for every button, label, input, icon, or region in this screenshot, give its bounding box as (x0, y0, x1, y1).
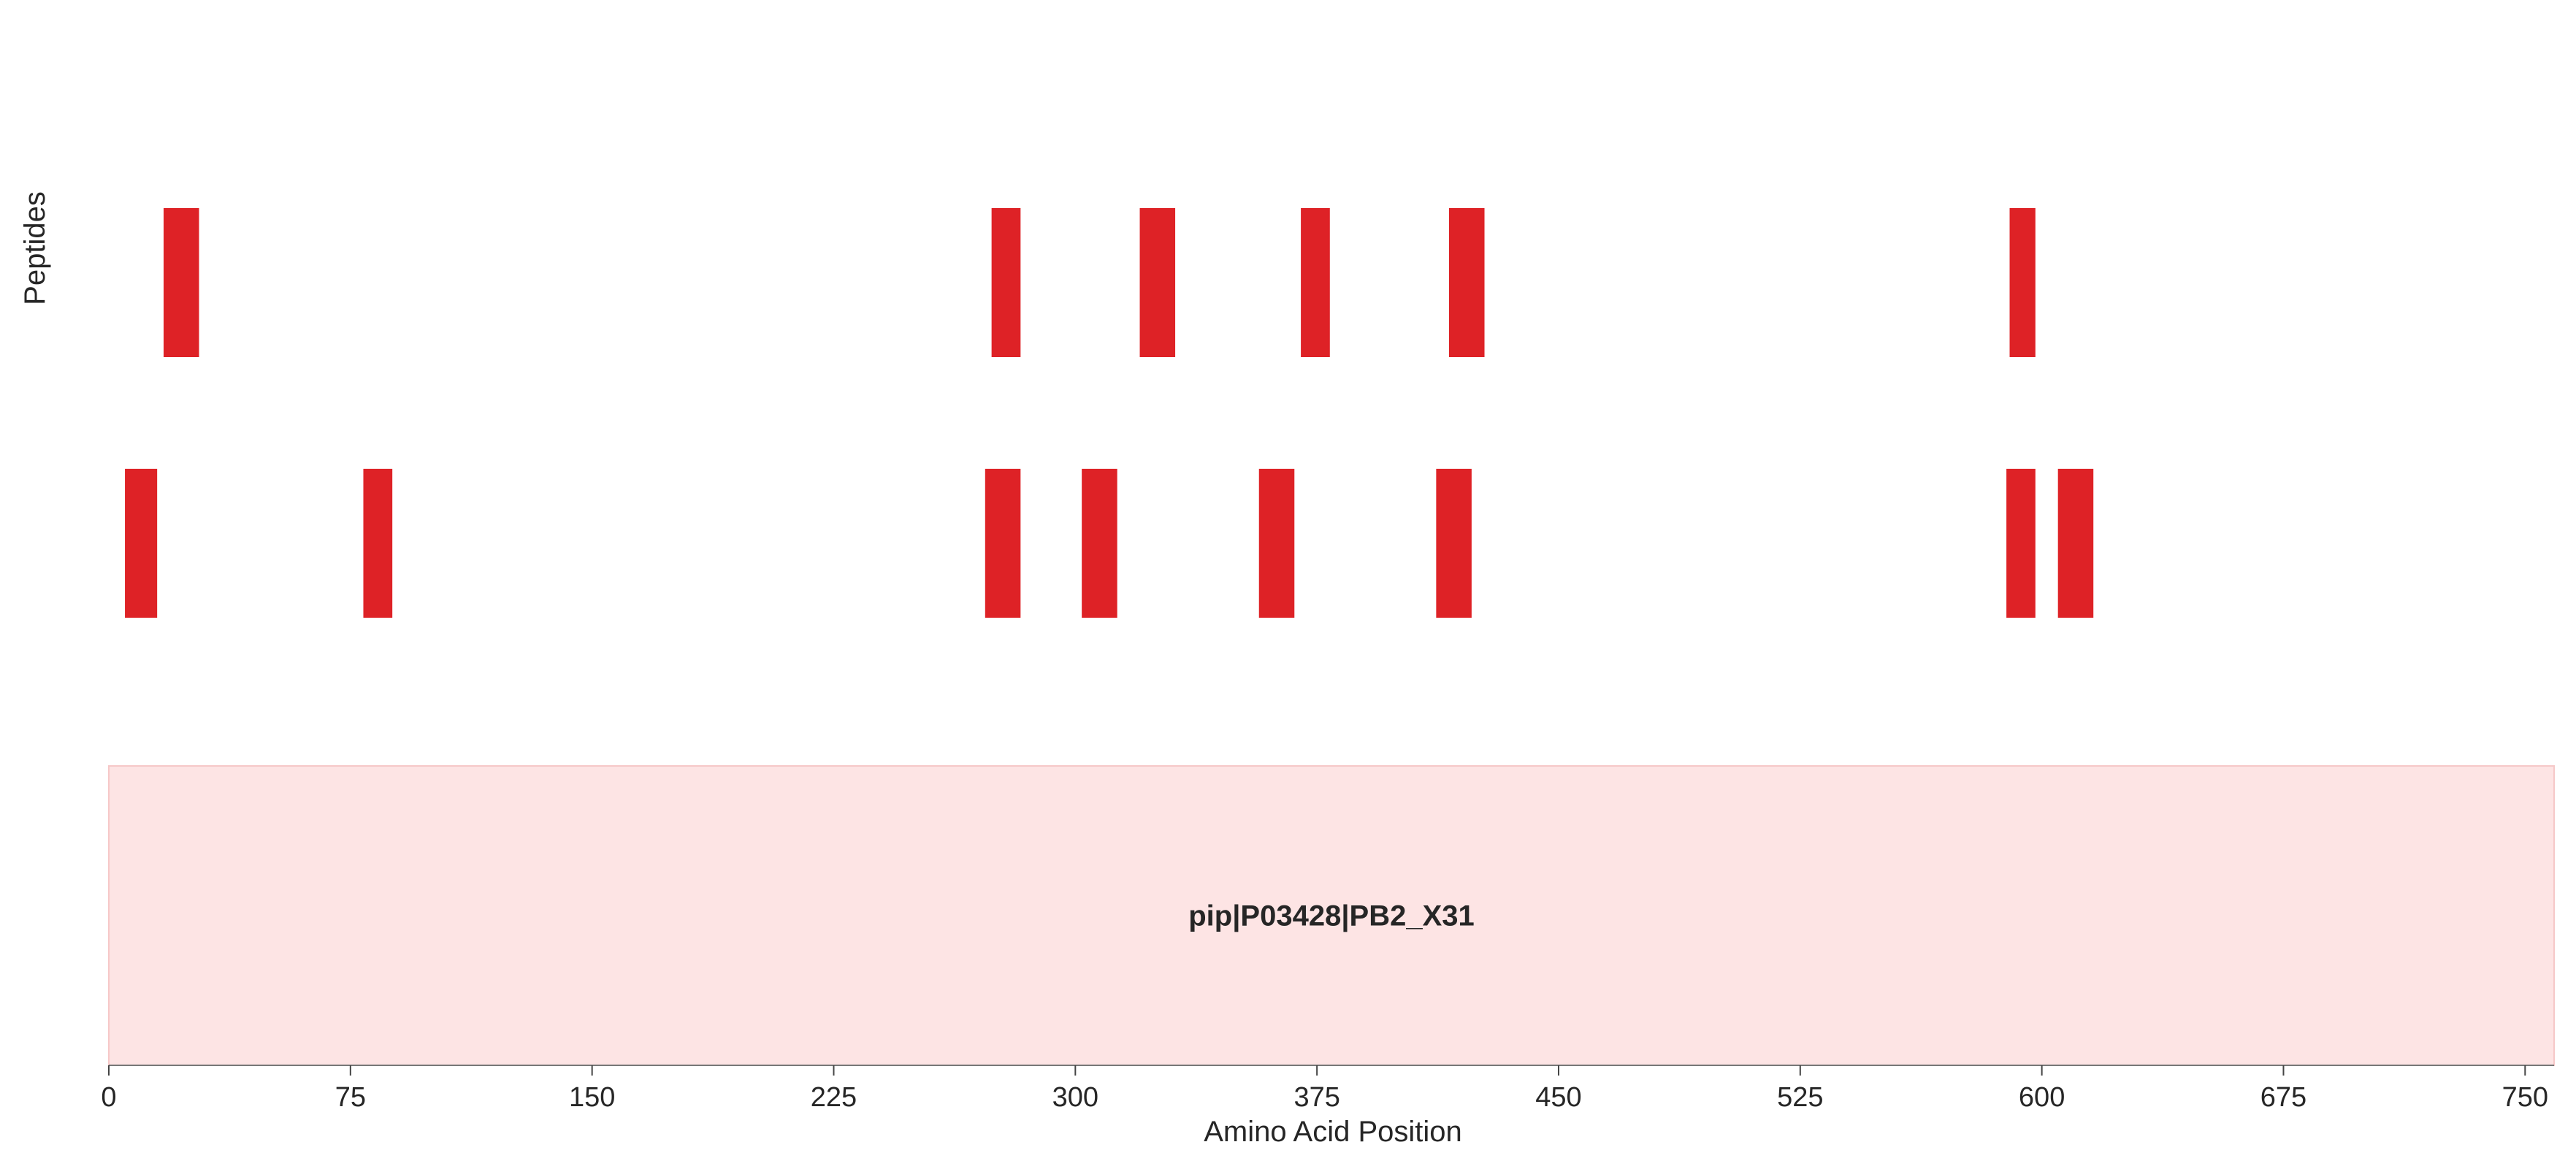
x-tick-label: 450 (1535, 1082, 1581, 1113)
peptide-bar (991, 208, 1021, 357)
peptide-bar (363, 469, 393, 618)
x-axis-ticks: 0 75 150 225 300 375 450 525 600 675 750 (101, 1065, 2548, 1113)
peptide-bar (1449, 208, 1485, 357)
x-tick-label: 75 (335, 1082, 366, 1113)
x-tick-label: 600 (2019, 1082, 2065, 1113)
x-tick-label: 0 (101, 1082, 116, 1113)
x-tick-label: 300 (1052, 1082, 1098, 1113)
x-tick-label: 375 (1293, 1082, 1339, 1113)
peptide-bar (985, 469, 1021, 618)
x-tick-label: 675 (2260, 1082, 2306, 1113)
peptide-row-1 (163, 208, 2036, 357)
y-axis-label: Peptides (19, 191, 51, 305)
x-tick-label: 525 (1777, 1082, 1823, 1113)
x-axis-label: Amino Acid Position (1204, 1116, 1462, 1148)
peptide-row-2 (125, 469, 2094, 618)
x-tick-label: 150 (569, 1082, 615, 1113)
protein-bar (108, 765, 2555, 1066)
peptide-bar (125, 469, 158, 618)
peptide-bar (163, 208, 199, 357)
x-tick-label: 750 (2502, 1082, 2548, 1113)
peptides-layer (125, 208, 2094, 618)
peptide-bar (2009, 208, 2036, 357)
peptide-bar (1082, 469, 1117, 618)
peptide-bar (1301, 208, 1330, 357)
peptide-bar (1258, 469, 1295, 618)
peptide-bar (2057, 469, 2094, 618)
peptide-bar (1139, 208, 1176, 357)
peptide-bar (1436, 469, 1472, 618)
peptide-bar (2006, 469, 2036, 618)
x-tick-label: 225 (811, 1082, 857, 1113)
protein-label: pip|P03428|PB2_X31 (1188, 900, 1475, 932)
